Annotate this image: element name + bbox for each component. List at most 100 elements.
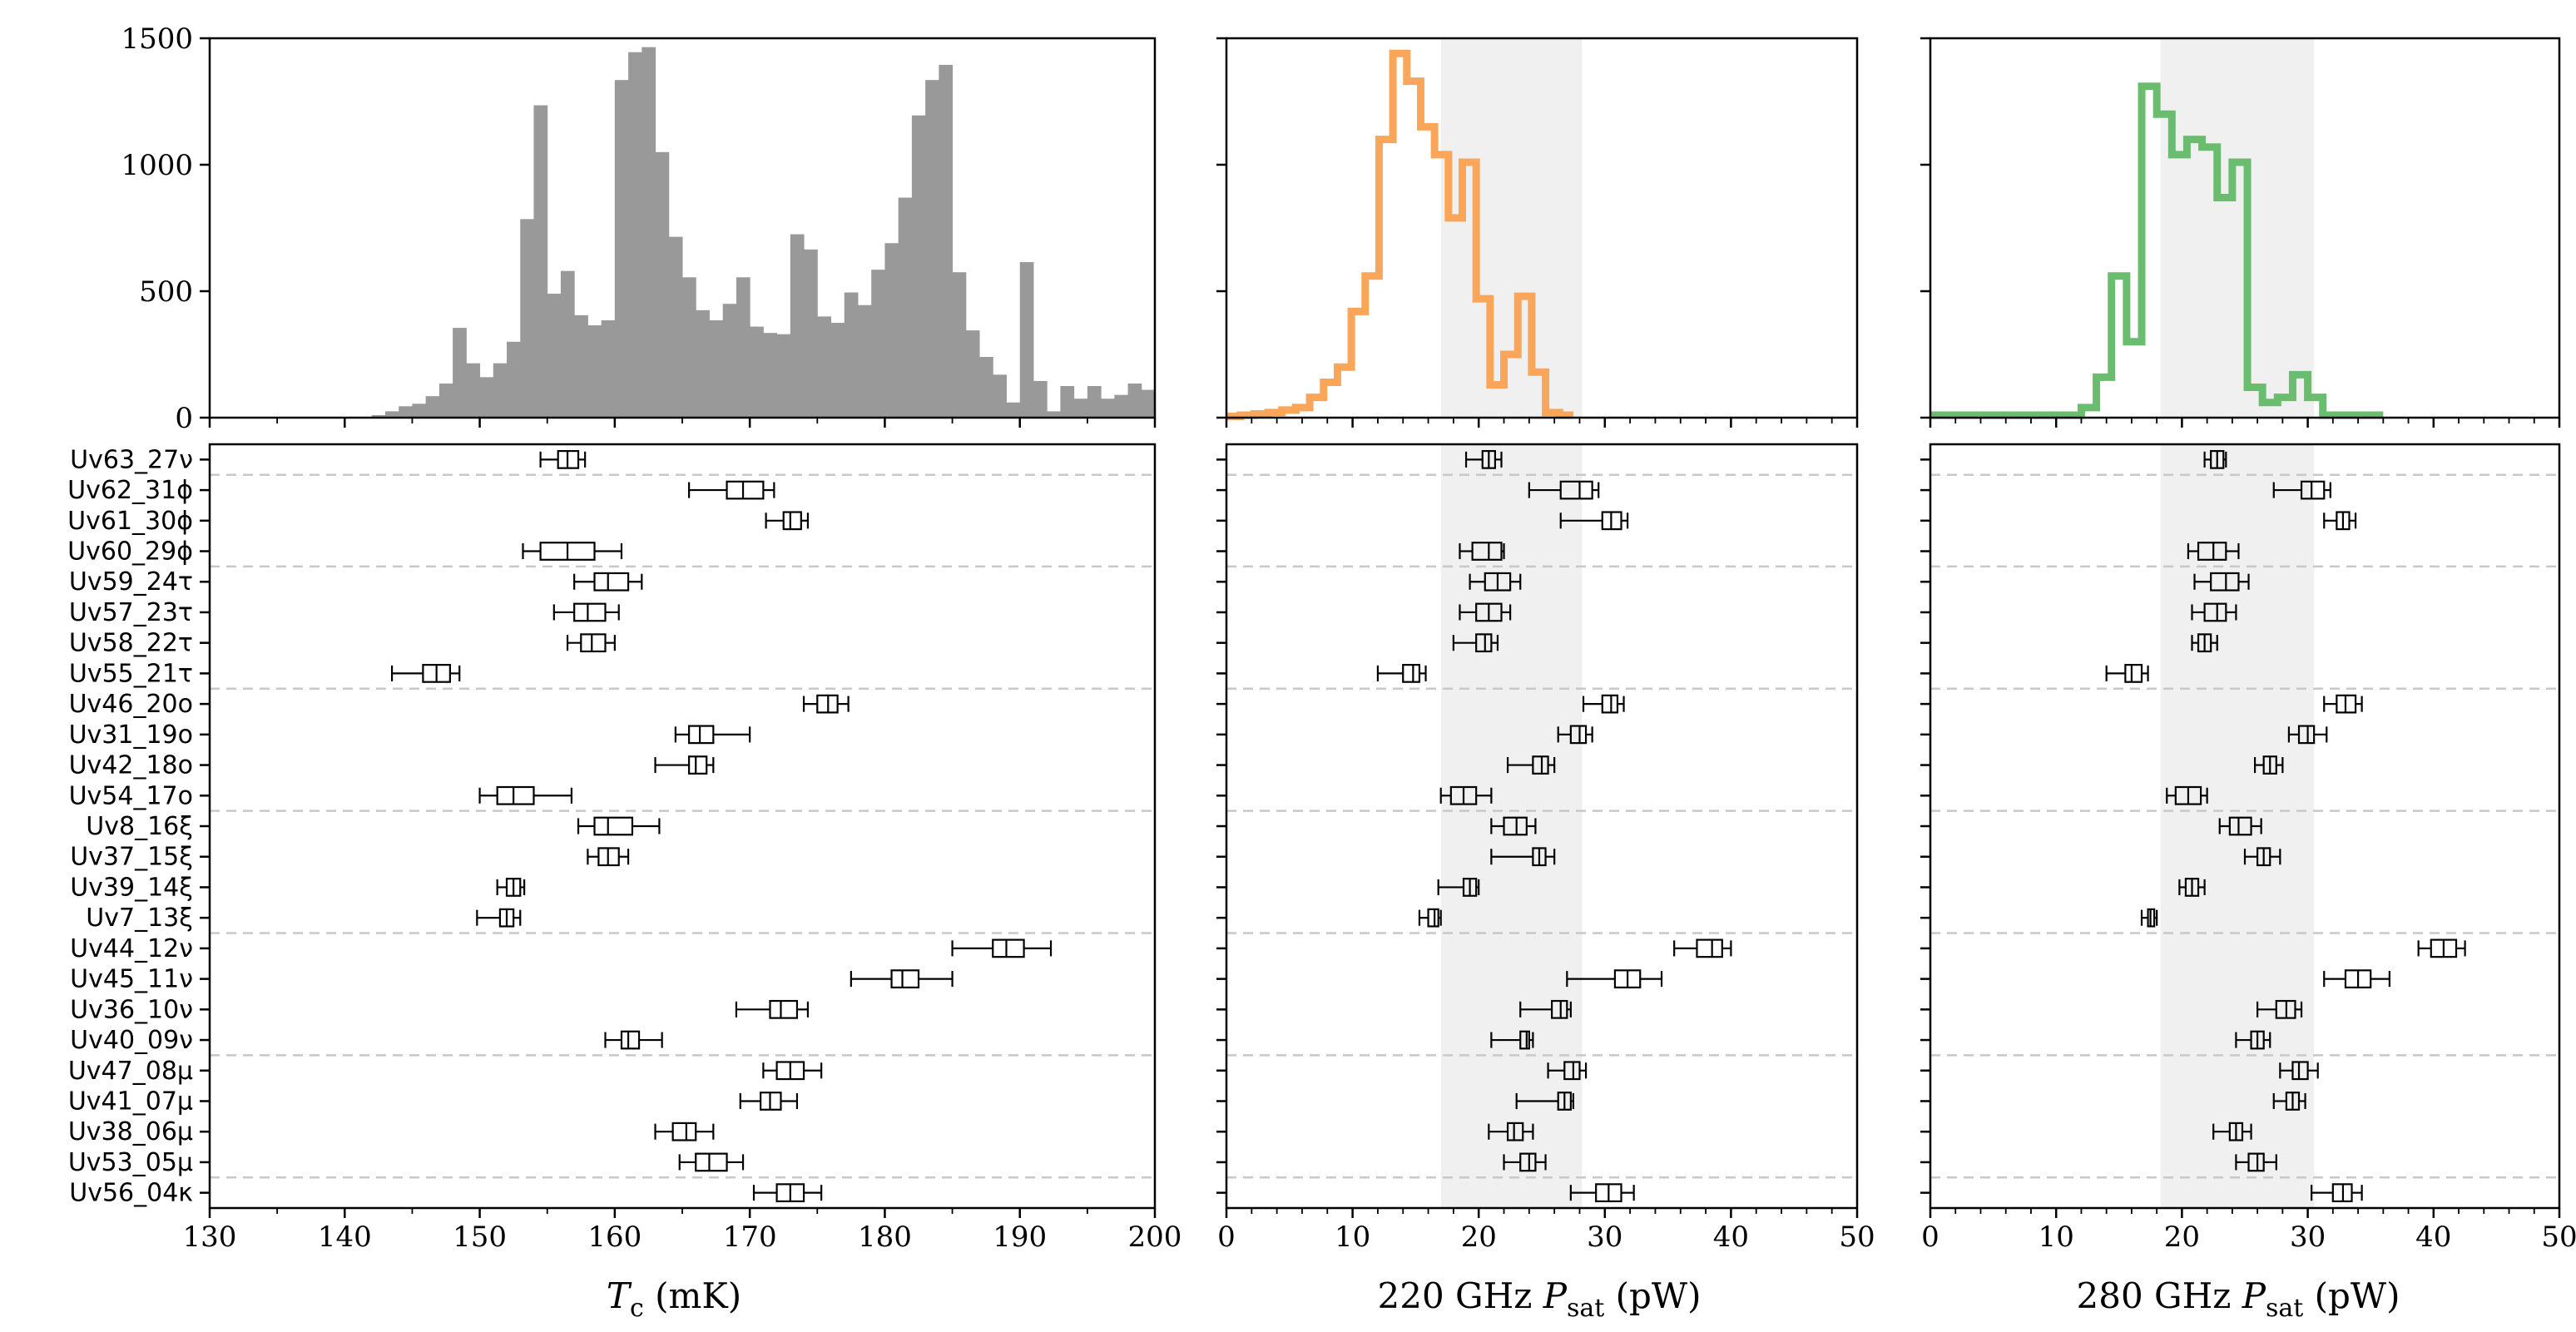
box-8 <box>2323 694 2363 714</box>
iqr-box <box>890 969 920 988</box>
tc-bar <box>1033 380 1048 418</box>
iqr-box <box>1506 1122 1524 1141</box>
iqr-box <box>769 999 799 1019</box>
x-tick-label: 140 <box>318 1221 372 1254</box>
axis-title-part: 220 GHz <box>1378 1275 1543 1316</box>
wafer-label: Uv63_27ν <box>70 445 193 474</box>
iqr-box <box>593 816 634 836</box>
tc-bar <box>750 326 764 418</box>
box-14 <box>2178 878 2206 897</box>
box-19 <box>604 1030 663 1050</box>
box-16 <box>951 938 1053 958</box>
iqr-box <box>496 785 535 805</box>
box-4 <box>573 572 643 592</box>
wafer-label: Uv38_06μ <box>68 1117 193 1146</box>
box-8 <box>1582 694 1625 714</box>
tc-bar <box>628 52 642 418</box>
x-tick-label: 20 <box>1461 1221 1497 1254</box>
iqr-box <box>2300 480 2326 500</box>
box-18 <box>1519 999 1572 1019</box>
box-21 <box>739 1092 799 1111</box>
box-23 <box>2235 1152 2277 1172</box>
box-0 <box>2203 449 2227 469</box>
wafer-label: Uv57_23τ <box>69 598 193 627</box>
p220-step-line <box>1226 49 1573 420</box>
box-6 <box>566 633 616 653</box>
box-2 <box>1559 511 1629 531</box>
tc-bar <box>507 341 521 418</box>
iqr-box <box>695 1152 728 1172</box>
x-tick-label: 50 <box>1839 1221 1875 1254</box>
tc-bar <box>642 47 656 418</box>
x-tick-label: 10 <box>2039 1221 2074 1254</box>
x-tick-label: 40 <box>2415 1221 2451 1254</box>
box-17 <box>850 969 954 988</box>
tc-bar <box>466 363 481 418</box>
tc-histogram-panel: 0 500 1000 1500 <box>121 22 1157 435</box>
box-4 <box>2193 572 2250 592</box>
axis-title-part: sat <box>1567 1294 1604 1323</box>
tc-bar <box>1114 394 1129 418</box>
x-tick-label: 180 <box>858 1221 912 1254</box>
x-tick-label: 0 <box>1217 1221 1236 1254</box>
y-tick-label: 0 <box>175 402 193 435</box>
wafer-label: Uv8_16ξ <box>86 812 193 841</box>
tc-bar <box>804 249 818 418</box>
box-4 <box>1469 572 1522 592</box>
iqr-box <box>573 602 607 622</box>
wafer-label: Uv40_09ν <box>70 1026 193 1055</box>
box-9 <box>2287 725 2328 745</box>
iqr-box <box>1427 908 1439 928</box>
tc-bar <box>655 151 670 418</box>
box-24 <box>2311 1183 2363 1203</box>
wafer-label: Uv39_14ξ <box>70 873 193 902</box>
x-tick-label: 160 <box>587 1221 642 1254</box>
wafer-label: Uv41_07μ <box>68 1087 193 1116</box>
iqr-box <box>1519 1152 1537 1172</box>
box-9 <box>1557 725 1593 745</box>
box-15 <box>476 908 522 928</box>
box-16 <box>2417 938 2466 958</box>
box-2 <box>2323 511 2357 531</box>
box-23 <box>678 1152 745 1172</box>
tc-bar <box>722 304 737 418</box>
iqr-box <box>1519 1030 1530 1050</box>
iqr-box <box>1551 999 1568 1019</box>
box-9 <box>674 725 751 745</box>
iqr-box <box>2203 602 2227 622</box>
tc-bar <box>560 270 575 418</box>
box-21 <box>2272 1092 2306 1111</box>
tc-bar <box>911 115 926 418</box>
x-tick-label: 50 <box>2541 1221 2576 1254</box>
box-11 <box>2166 785 2208 805</box>
tc-bar <box>1060 386 1075 418</box>
box-10 <box>2253 755 2284 775</box>
box-22 <box>1488 1122 1534 1141</box>
box-7 <box>390 664 461 683</box>
tc-axis-title: Tc (mK) <box>607 1275 741 1323</box>
iqr-box <box>1601 694 1619 714</box>
tc-bar <box>574 314 588 418</box>
iqr-box <box>782 511 802 531</box>
tc-bar <box>965 330 980 418</box>
tc-bar <box>776 334 791 418</box>
box-22 <box>654 1122 715 1141</box>
box-17 <box>2323 969 2390 988</box>
box-24 <box>752 1183 823 1203</box>
box-3 <box>1459 542 1505 561</box>
iqr-box <box>2124 664 2143 683</box>
tc-bar <box>952 272 967 418</box>
box-17 <box>1566 969 1663 988</box>
wafer-label: Uv58_22τ <box>69 629 193 658</box>
p220-histogram-panel <box>1216 37 1859 428</box>
box-18 <box>735 999 810 1019</box>
iqr-box <box>620 1030 641 1050</box>
wafer-label: Uv42_18o <box>69 751 193 780</box>
tc-bar <box>453 328 467 418</box>
tc-bar <box>884 243 899 418</box>
box-18 <box>2256 999 2303 1019</box>
box-21 <box>1515 1092 1575 1111</box>
p220-boxplot-panel: 0 10 20 30 40 50 <box>1216 443 1875 1254</box>
box-13 <box>1490 847 1556 867</box>
